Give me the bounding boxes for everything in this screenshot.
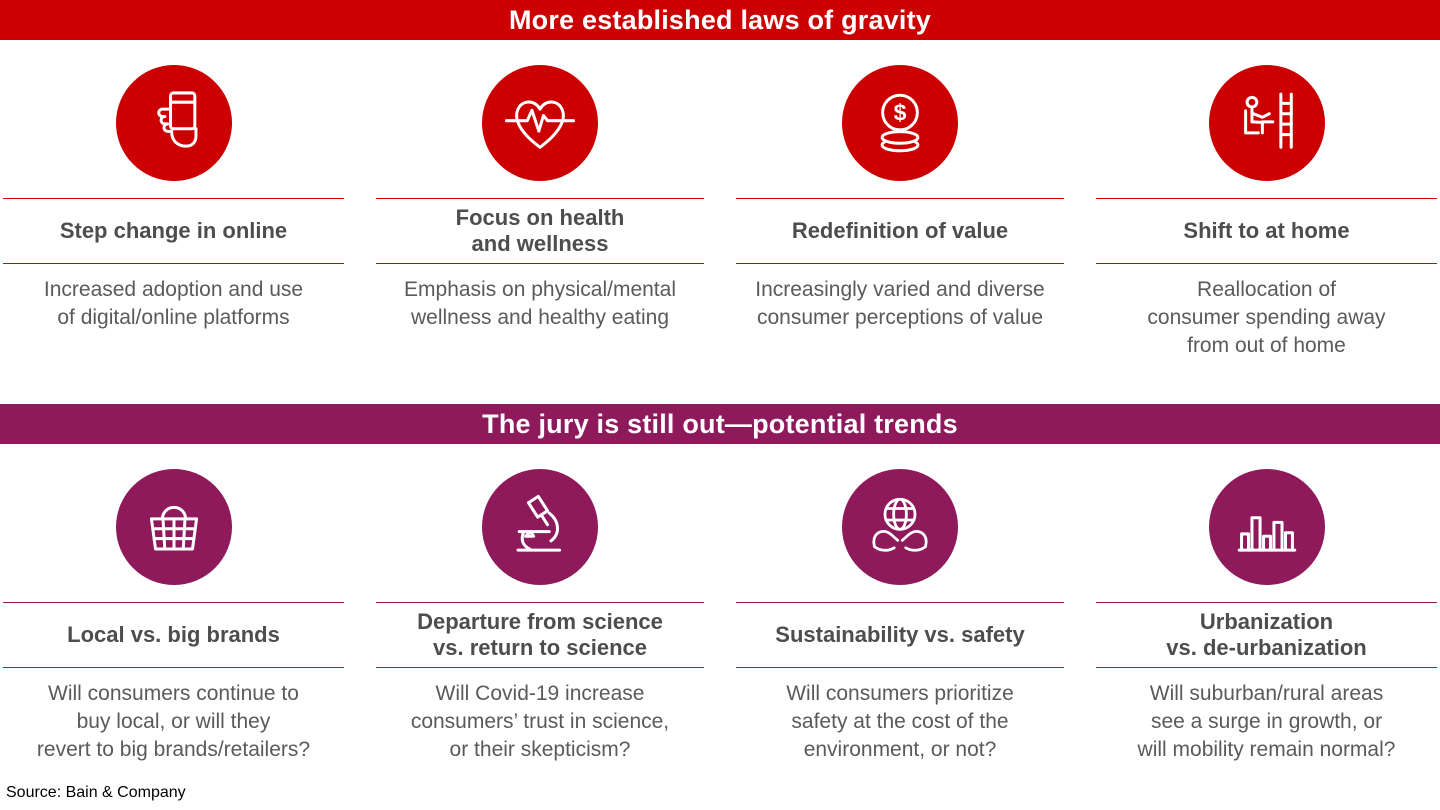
shopping-basket-icon [115,469,232,585]
trend-title-block: Local vs. big brands [3,602,344,668]
city-skyline-icon [1208,469,1325,585]
trend-title: Urbanization vs. de-urbanization [1166,609,1367,660]
trend-title: Focus on health and wellness [455,205,625,256]
trend-title: Redefinition of value [791,218,1009,244]
trend-description: Increased adoption and use of digital/on… [43,278,304,329]
trend-title: Step change in online [59,218,288,244]
trend-title: Sustainability vs. safety [775,622,1025,648]
trend-title: Shift to at home [1183,218,1350,244]
trend-title: Departure from science vs. return to sci… [417,609,663,660]
trend-description: Will Covid-19 increase consumers’ trust … [410,682,670,761]
trend-title: Local vs. big brands [67,622,280,648]
section-potential-trends: The jury is still out—potential trends L… [0,404,1440,764]
trend-description: Emphasis on physical/mental wellness and… [404,278,676,329]
trend-card-science: Departure from science vs. return to sci… [360,444,720,764]
trend-card-online: Step change in online Increased adoption… [0,40,360,404]
home-person-icon [1208,65,1325,181]
trend-card-health: Focus on health and wellness Emphasis on… [360,40,720,404]
section-established-trends: More established laws of gravity Step ch… [0,0,1440,404]
microscope-icon [482,469,598,585]
trend-card-value: $ Redefinition of value Increasingly var… [720,40,1080,404]
heart-health-icon [482,65,598,181]
trend-card-sustainability: Sustainability vs. safety Will consumers… [720,444,1080,764]
trend-title-block: Shift to at home [1096,198,1437,264]
trend-title-block: Sustainability vs. safety [736,602,1064,668]
credit-card-icon [115,65,232,181]
globe-hands-icon [842,469,958,585]
trend-card-at-home: Shift to at home Reallocation of consume… [1080,40,1440,404]
trend-title-block: Step change in online [3,198,344,264]
dollar-glyph: $ [894,100,907,126]
dollar-coins-icon: $ [842,65,958,181]
potential-cards: Local vs. big brands Will consumers cont… [0,444,1440,764]
trend-description: Reallocation of consumer spending away f… [1147,278,1386,357]
established-banner: More established laws of gravity [0,0,1440,40]
source-note: Source: Bain & Company [6,784,186,801]
trend-card-urbanization: Urbanization vs. de-urbanization Will su… [1080,444,1440,764]
trend-card-local-brands: Local vs. big brands Will consumers cont… [0,444,360,764]
trend-title-block: Focus on health and wellness [376,198,704,264]
trend-description: Increasingly varied and diverse consumer… [755,278,1045,329]
trend-title-block: Departure from science vs. return to sci… [376,602,704,668]
established-cards: Step change in online Increased adoption… [0,40,1440,404]
trend-title-block: Redefinition of value [736,198,1064,264]
trend-description: Will consumers continue to buy local, or… [36,682,311,761]
trend-description: Will consumers prioritize safety at the … [786,682,1014,761]
trend-title-block: Urbanization vs. de-urbanization [1096,602,1437,668]
potential-banner: The jury is still out—potential trends [0,404,1440,444]
trend-description: Will suburban/rural areas see a surge in… [1137,682,1396,761]
